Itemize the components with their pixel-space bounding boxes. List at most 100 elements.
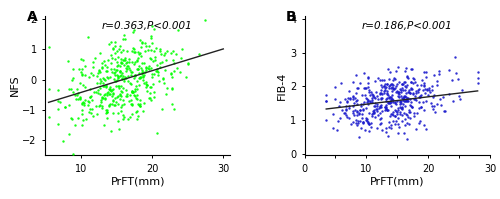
Point: [95, 104, 103, 107]
Point: [428, 84, 436, 87]
Point: [122, 76, 130, 79]
Point: [436, 73, 444, 76]
Point: [84, 35, 92, 39]
Point: [84, 104, 92, 107]
Point: [387, 83, 395, 86]
Point: [349, 110, 357, 113]
Point: [142, 84, 150, 87]
Point: [416, 106, 424, 109]
Point: [64, 60, 72, 63]
Point: [376, 91, 384, 95]
Point: [388, 123, 396, 126]
Point: [148, 25, 156, 28]
Point: [120, 33, 128, 37]
Point: [184, 62, 192, 65]
Point: [110, 79, 118, 83]
Point: [160, 82, 168, 85]
Point: [86, 95, 94, 99]
Point: [88, 99, 96, 102]
Point: [400, 99, 408, 102]
Point: [78, 68, 86, 71]
Point: [112, 79, 120, 82]
Point: [122, 89, 130, 92]
Point: [385, 86, 393, 90]
Point: [359, 121, 367, 124]
Point: [390, 76, 398, 79]
Point: [100, 123, 108, 127]
Point: [130, 76, 138, 79]
Point: [98, 104, 106, 107]
Point: [106, 87, 114, 90]
Point: [362, 100, 370, 104]
Point: [410, 112, 418, 115]
Point: [407, 88, 415, 91]
Point: [389, 84, 397, 87]
Point: [394, 66, 402, 69]
Point: [140, 82, 148, 85]
Point: [133, 94, 141, 97]
Point: [407, 86, 415, 89]
Point: [446, 93, 454, 96]
Point: [407, 105, 415, 108]
Point: [146, 85, 154, 88]
Point: [61, 106, 69, 109]
Point: [370, 112, 378, 115]
Point: [392, 112, 400, 115]
Point: [392, 110, 400, 114]
Point: [345, 89, 353, 93]
Point: [365, 90, 373, 93]
Point: [96, 70, 104, 74]
Point: [396, 100, 404, 104]
Point: [146, 91, 154, 94]
Point: [416, 106, 424, 109]
Point: [66, 104, 74, 107]
Point: [346, 123, 354, 126]
Point: [386, 84, 394, 87]
Point: [147, 66, 155, 70]
Point: [118, 76, 126, 79]
Point: [102, 111, 110, 114]
Point: [371, 79, 379, 83]
Point: [448, 78, 456, 82]
Point: [94, 91, 102, 94]
Point: [88, 107, 96, 110]
Point: [134, 110, 141, 113]
Point: [128, 73, 136, 77]
Point: [390, 100, 398, 104]
Point: [93, 113, 101, 116]
Point: [350, 104, 358, 108]
Point: [382, 108, 390, 111]
Point: [391, 86, 399, 90]
Point: [386, 104, 394, 107]
Point: [156, 61, 164, 64]
Point: [396, 105, 404, 109]
Point: [60, 105, 68, 108]
Point: [408, 100, 416, 103]
Point: [366, 100, 374, 103]
Point: [352, 119, 360, 122]
Point: [136, 103, 143, 106]
Point: [377, 83, 385, 86]
Point: [111, 103, 119, 106]
Point: [401, 95, 409, 98]
Point: [128, 112, 136, 115]
Point: [134, 57, 142, 60]
Point: [155, 80, 163, 83]
Point: [170, 108, 178, 111]
Point: [402, 112, 410, 115]
Point: [174, 29, 182, 32]
Point: [446, 68, 454, 72]
Point: [386, 77, 394, 81]
Point: [103, 70, 111, 73]
Point: [87, 112, 95, 115]
Point: [201, 19, 209, 22]
Point: [356, 108, 364, 112]
Point: [118, 84, 126, 87]
Point: [133, 88, 141, 91]
Point: [150, 95, 158, 99]
Point: [74, 116, 82, 120]
Point: [136, 104, 144, 107]
Point: [118, 71, 126, 74]
Point: [109, 112, 117, 115]
Point: [374, 97, 382, 100]
